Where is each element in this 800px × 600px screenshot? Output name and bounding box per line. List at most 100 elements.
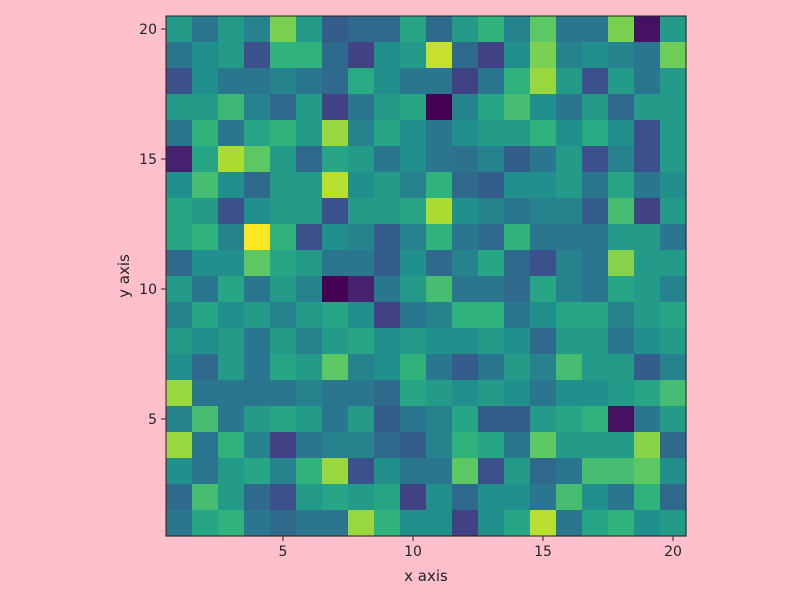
- heatmap-cell: [244, 42, 271, 69]
- heatmap-cell: [244, 250, 271, 277]
- heatmap-cell: [660, 250, 687, 277]
- heatmap-cell: [530, 68, 557, 95]
- heatmap-cell: [244, 432, 271, 459]
- heatmap-cell: [452, 42, 479, 69]
- heatmap-cell: [504, 276, 531, 303]
- heatmap-cell: [582, 328, 609, 355]
- heatmap-cell: [296, 94, 323, 121]
- heatmap-cell: [218, 198, 245, 225]
- heatmap-cell: [530, 172, 557, 199]
- heatmap-cell: [478, 406, 505, 433]
- heatmap-cell: [218, 42, 245, 69]
- heatmap-cell: [218, 120, 245, 147]
- heatmap-cell: [192, 484, 219, 511]
- heatmap-cell: [634, 276, 661, 303]
- heatmap-cell: [530, 16, 557, 43]
- heatmap-cell: [426, 94, 453, 121]
- heatmap-cell: [660, 172, 687, 199]
- heatmap-cell: [400, 380, 427, 407]
- heatmap-cell: [192, 94, 219, 121]
- heatmap-cell: [400, 276, 427, 303]
- heatmap-cell: [166, 406, 193, 433]
- heatmap-cell: [192, 302, 219, 329]
- heatmap-cell: [296, 276, 323, 303]
- heatmap-cell: [348, 172, 375, 199]
- heatmap-cell: [166, 42, 193, 69]
- y-axis-label: y axis: [115, 254, 133, 298]
- heatmap-cell: [530, 94, 557, 121]
- axis-ticks: 5 10 15 20 5 10 15 20: [139, 22, 682, 560]
- heatmap-cell: [296, 68, 323, 95]
- heatmap-cell: [608, 354, 635, 381]
- heatmap-cell: [556, 94, 583, 121]
- heatmap-cell: [192, 198, 219, 225]
- heatmap-cell: [270, 250, 297, 277]
- heatmap-cell: [582, 484, 609, 511]
- heatmap-cell: [322, 42, 349, 69]
- heatmap-cell: [166, 432, 193, 459]
- heatmap-cell: [452, 432, 479, 459]
- heatmap-cell: [556, 198, 583, 225]
- heatmap-cell: [270, 16, 297, 43]
- heatmap-cell: [582, 380, 609, 407]
- heatmap-cell: [374, 328, 401, 355]
- heatmap-cell: [270, 172, 297, 199]
- heatmap-cell: [478, 94, 505, 121]
- heatmap-cell: [374, 146, 401, 173]
- heatmap-cell: [270, 484, 297, 511]
- x-tick-label: 10: [404, 544, 422, 560]
- heatmap-cell: [608, 172, 635, 199]
- heatmap-cell: [504, 146, 531, 173]
- heatmap-cell: [322, 328, 349, 355]
- heatmap-cell: [660, 380, 687, 407]
- heatmap-cell: [660, 354, 687, 381]
- heatmap-cell: [296, 484, 323, 511]
- heatmap-cell: [322, 354, 349, 381]
- heatmap-cell: [218, 250, 245, 277]
- heatmap-cell: [426, 146, 453, 173]
- heatmap-cell: [660, 16, 687, 43]
- heatmap-cell: [374, 354, 401, 381]
- heatmap-cell: [660, 224, 687, 251]
- heatmap-cell: [556, 406, 583, 433]
- heatmap-cell: [348, 458, 375, 485]
- heatmap-cell: [296, 250, 323, 277]
- heatmap-cell: [608, 224, 635, 251]
- heatmap-cell: [218, 94, 245, 121]
- heatmap-cell: [504, 172, 531, 199]
- heatmap-cell: [660, 198, 687, 225]
- heatmap-cell: [400, 432, 427, 459]
- heatmap-cell: [374, 380, 401, 407]
- heatmap-cell: [556, 484, 583, 511]
- heatmap-cell: [192, 328, 219, 355]
- heatmap-cell: [530, 120, 557, 147]
- heatmap-cell: [218, 458, 245, 485]
- heatmap-cell: [244, 198, 271, 225]
- heatmap-cell: [426, 354, 453, 381]
- heatmap-cell: [608, 276, 635, 303]
- heatmap-cell: [530, 432, 557, 459]
- heatmap-cell: [478, 224, 505, 251]
- heatmap-cell: [218, 276, 245, 303]
- heatmap-cell: [322, 198, 349, 225]
- heatmap-cell: [296, 432, 323, 459]
- heatmap-cell: [660, 406, 687, 433]
- heatmap-cell: [374, 172, 401, 199]
- heatmap-cell: [192, 224, 219, 251]
- heatmap-cell: [582, 510, 609, 537]
- heatmap-cell: [634, 146, 661, 173]
- heatmap-cell: [426, 380, 453, 407]
- heatmap-cell: [504, 432, 531, 459]
- heatmap-cell: [556, 224, 583, 251]
- heatmap-cell: [270, 406, 297, 433]
- heatmap-cell: [426, 406, 453, 433]
- heatmap-cell: [660, 94, 687, 121]
- heatmap-cell: [192, 432, 219, 459]
- heatmap-cell: [296, 406, 323, 433]
- heatmap-cell: [296, 328, 323, 355]
- heatmap-cell: [634, 510, 661, 537]
- heatmap-cell: [270, 224, 297, 251]
- heatmap-cell: [426, 510, 453, 537]
- heatmap-cell: [322, 406, 349, 433]
- heatmap-cell: [192, 276, 219, 303]
